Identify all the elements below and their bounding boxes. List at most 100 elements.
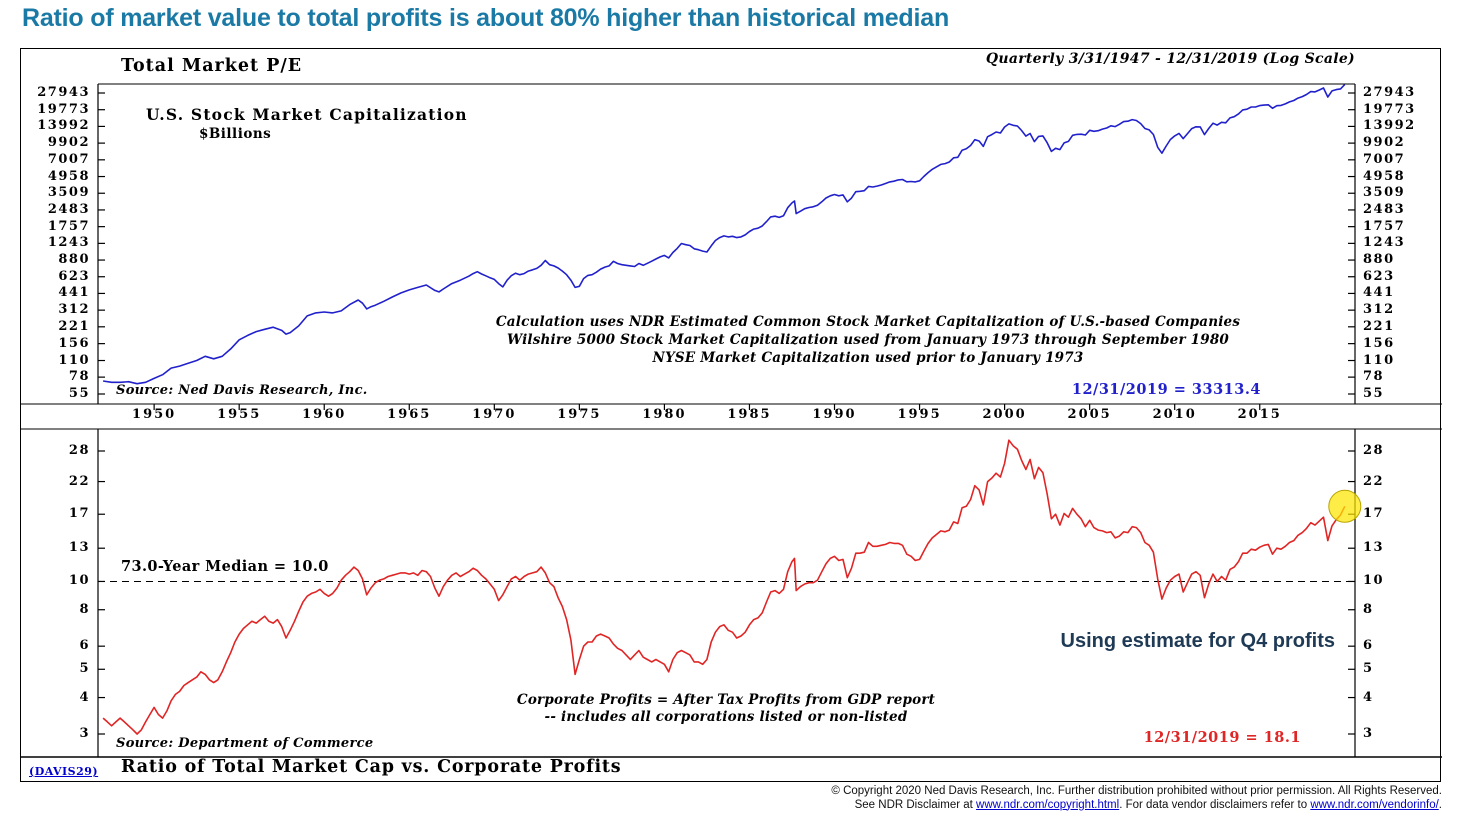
y-axis-tick-label: 17 <box>1363 506 1385 522</box>
x-axis-tick-label: 1960 <box>302 407 347 422</box>
annotation-line: Corporate Profits = After Tax Profits fr… <box>516 692 936 708</box>
chart-code-link[interactable]: (DAVIS29) <box>29 765 99 778</box>
y-axis-tick-label: 9902 <box>47 135 90 151</box>
y-axis-tick-label: 6 <box>79 638 90 654</box>
x-axis-tick-label: 1950 <box>132 407 177 422</box>
y-axis-tick-label: 28 <box>1363 443 1385 458</box>
y-axis-tick-label: 9902 <box>1363 135 1406 151</box>
annotation-line: Calculation uses NDR Estimated Common St… <box>495 314 1241 330</box>
y-axis-tick-label: 5 <box>79 661 90 677</box>
x-axis-tick-label: 1990 <box>812 407 857 422</box>
y-axis-tick-label: 7007 <box>1363 151 1406 167</box>
y-axis-tick-label: 27943 <box>37 85 90 100</box>
x-axis-tick-label: 1955 <box>217 407 262 422</box>
copyright-text: See NDR Disclaimer at <box>854 798 977 811</box>
y-axis-tick-label: 55 <box>1363 386 1385 401</box>
date-range-note: Quarterly 3/31/1947 - 12/31/2019 (Log Sc… <box>985 51 1355 67</box>
y-axis-tick-label: 28 <box>68 443 90 458</box>
x-axis-tick-label: 1995 <box>897 407 942 422</box>
y-axis-tick-label: 10 <box>1363 573 1385 589</box>
copyright-text: . <box>1438 798 1442 811</box>
copyright-link-1[interactable]: www.ndr.com/copyright.html <box>976 798 1120 811</box>
chart-frame: Total Market P/E Quarterly 3/31/1947 - 1… <box>20 48 1442 782</box>
ratio-line <box>102 439 1346 735</box>
y-axis-tick-label: 13992 <box>1363 118 1416 134</box>
market-cap-last-value: 12/31/2019 = 33313.4 <box>1071 381 1261 398</box>
y-axis-tick-label: 13992 <box>37 118 90 134</box>
y-axis-tick-label: 623 <box>58 268 90 284</box>
y-axis-tick-label: 880 <box>1363 252 1395 268</box>
y-axis-tick-label: 13 <box>1363 540 1385 556</box>
ratio-last-value: 12/31/2019 = 18.1 <box>1143 729 1301 746</box>
y-axis-tick-label: 221 <box>58 318 90 334</box>
y-axis-tick-label: 55 <box>68 386 90 401</box>
y-axis-tick-label: 441 <box>58 285 90 301</box>
y-axis-tick-label: 8 <box>79 601 90 617</box>
y-axis-tick-label: 3509 <box>47 185 90 201</box>
y-axis-tick-label: 110 <box>1363 352 1395 368</box>
estimate-note: Using estimate for Q4 profits <box>1060 630 1336 652</box>
y-axis-tick-label: 4958 <box>1363 168 1406 184</box>
y-axis-tick-label: 2483 <box>1363 201 1406 217</box>
profits-annotation: Corporate Profits = After Tax Profits fr… <box>421 692 1031 726</box>
market-cap-annotation: Calculation uses NDR Estimated Common St… <box>361 313 1375 367</box>
x-axis-tick-label: 1985 <box>727 407 772 422</box>
bottom-source-label: Source: Department of Commerce <box>116 736 374 751</box>
median-label: 73.0-Year Median = 10.0 <box>121 558 329 575</box>
y-axis-tick-label: 2483 <box>47 201 90 217</box>
x-axis-tick-label: 2015 <box>1237 407 1282 422</box>
y-axis-tick-label: 78 <box>1363 369 1385 385</box>
copyright-text: . For data vendor disclaimers refer to <box>1119 798 1311 811</box>
copyright-line2: See NDR Disclaimer at www.ndr.com/copyri… <box>831 799 1442 813</box>
y-axis-tick-label: 27943 <box>1363 85 1416 100</box>
y-axis-tick-label: 4 <box>79 689 90 705</box>
y-axis-tick-label: 13 <box>68 540 90 556</box>
y-axis-tick-label: 17 <box>68 506 90 522</box>
y-axis-tick-label: 110 <box>58 352 90 368</box>
market-cap-series-label: U.S. Stock Market Capitalization <box>146 105 468 124</box>
annotation-line: NYSE Market Capitalization used prior to… <box>652 350 1084 366</box>
copyright-link-2[interactable]: www.ndr.com/vendorinfo/ <box>1310 798 1439 811</box>
y-axis-tick-label: 156 <box>1363 335 1395 351</box>
y-axis-tick-label: 7007 <box>47 151 90 167</box>
y-axis-tick-label: 8 <box>1363 601 1374 617</box>
q4-highlight-circle <box>1328 489 1362 523</box>
annotation-line: -- includes all corporations listed or n… <box>544 709 908 725</box>
y-axis-tick-label: 312 <box>1363 302 1395 318</box>
y-axis-tick-label: 3509 <box>1363 185 1406 201</box>
bottom-chart-title: Ratio of Total Market Cap vs. Corporate … <box>121 757 622 777</box>
y-axis-tick-label: 156 <box>58 335 90 351</box>
y-axis-tick-label: 19773 <box>37 101 90 117</box>
y-axis-tick-label: 22 <box>1363 473 1385 489</box>
y-axis-tick-label: 19773 <box>1363 101 1416 117</box>
y-axis-tick-label: 4958 <box>47 168 90 184</box>
y-axis-tick-label: 880 <box>58 252 90 268</box>
y-axis-tick-label: 5 <box>1363 661 1374 677</box>
top-source-label: Source: Ned Davis Research, Inc. <box>116 383 368 398</box>
x-axis-tick-label: 1975 <box>557 407 602 422</box>
y-axis-tick-label: 1757 <box>1363 218 1406 234</box>
y-axis-tick-label: 3 <box>79 726 90 741</box>
y-axis-tick-label: 623 <box>1363 268 1395 284</box>
copyright-block: © Copyright 2020 Ned Davis Research, Inc… <box>831 785 1442 812</box>
y-axis-tick-label: 3 <box>1363 726 1374 741</box>
x-axis-tick-label: 1970 <box>472 407 517 422</box>
y-axis-tick-label: 441 <box>1363 285 1395 301</box>
y-axis-tick-label: 78 <box>68 369 90 385</box>
y-axis-tick-label: 1757 <box>47 218 90 234</box>
y-axis-tick-label: 1243 <box>47 235 90 251</box>
market-cap-series-unit: $Billions <box>199 126 272 142</box>
x-axis-tick-label: 2000 <box>982 407 1027 422</box>
y-axis-tick-label: 4 <box>1363 689 1374 705</box>
y-axis-tick-label: 22 <box>68 473 90 489</box>
copyright-line1: © Copyright 2020 Ned Davis Research, Inc… <box>831 785 1442 797</box>
x-axis-tick-label: 1980 <box>642 407 687 422</box>
y-axis-tick-label: 1243 <box>1363 235 1406 251</box>
chart-title: Total Market P/E <box>121 56 303 76</box>
x-axis-tick-label: 1965 <box>387 407 432 422</box>
y-axis-tick-label: 221 <box>1363 318 1395 334</box>
y-axis-tick-label: 6 <box>1363 638 1374 654</box>
x-axis-tick-label: 2005 <box>1067 407 1112 422</box>
y-axis-tick-label: 312 <box>58 302 90 318</box>
page-title: Ratio of market value to total profits i… <box>22 4 950 32</box>
